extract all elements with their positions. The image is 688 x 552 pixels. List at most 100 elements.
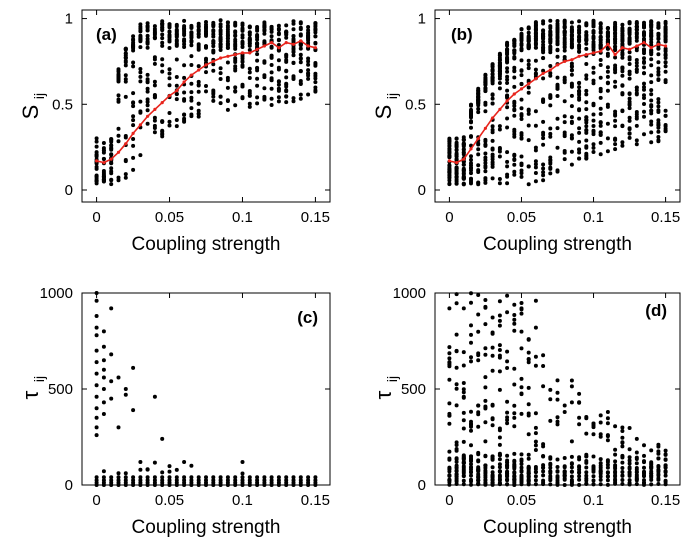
- data-point: [533, 109, 538, 114]
- mean-line-point: [299, 39, 303, 43]
- data-point: [182, 33, 187, 37]
- data-point: [634, 60, 639, 65]
- data-point: [131, 44, 136, 49]
- data-point: [533, 363, 538, 368]
- data-point: [656, 473, 661, 478]
- mean-line-point: [527, 82, 531, 86]
- data-point: [656, 482, 661, 486]
- data-point: [605, 69, 610, 74]
- data-point: [174, 24, 179, 29]
- data-point: [160, 40, 165, 45]
- data-point: [196, 24, 201, 28]
- data-point: [620, 435, 625, 440]
- data-point: [454, 301, 459, 306]
- data-point: [526, 465, 531, 470]
- data-point: [526, 30, 531, 35]
- data-point: [577, 422, 582, 427]
- data-point: [605, 421, 610, 426]
- data-point: [562, 410, 567, 414]
- data-point: [218, 44, 223, 49]
- data-point: [291, 475, 296, 480]
- data-point: [174, 478, 179, 483]
- mean-line-point: [204, 63, 208, 67]
- mean-line-point: [306, 44, 310, 48]
- data-point: [519, 97, 524, 102]
- data-point: [483, 473, 488, 478]
- data-point: [505, 164, 510, 169]
- data-point: [569, 469, 574, 474]
- data-point: [469, 323, 473, 328]
- y-axis-label-subscript: ij: [384, 93, 400, 99]
- data-point: [247, 475, 252, 480]
- data-point: [483, 109, 488, 114]
- data-point: [306, 46, 311, 51]
- data-point: [649, 30, 654, 35]
- data-point: [533, 23, 538, 27]
- data-point: [512, 172, 517, 177]
- data-point: [167, 478, 172, 483]
- mean-line-point: [175, 89, 179, 93]
- data-point: [116, 97, 121, 102]
- data-point: [519, 465, 524, 470]
- data-point: [620, 109, 625, 114]
- data-point: [656, 123, 661, 127]
- x-tick-label: 0.15: [651, 209, 680, 226]
- data-point: [269, 44, 274, 49]
- y-tick-label: 1: [418, 11, 426, 28]
- data-point: [541, 98, 546, 103]
- mean-line-point: [197, 68, 201, 72]
- data-point: [562, 24, 567, 29]
- data-point: [497, 465, 502, 470]
- data-point: [461, 147, 466, 152]
- data-point: [483, 385, 488, 390]
- data-point: [269, 34, 274, 39]
- data-point: [519, 376, 524, 381]
- data-point: [476, 465, 481, 470]
- data-point: [555, 422, 560, 427]
- data-point: [189, 35, 194, 39]
- data-point: [519, 58, 524, 63]
- data-point: [483, 151, 488, 156]
- data-point: [138, 29, 143, 34]
- data-point: [454, 474, 459, 479]
- data-point: [461, 482, 466, 487]
- data-point: [642, 71, 646, 76]
- data-point: [577, 457, 582, 462]
- data-point: [649, 460, 654, 465]
- data-point: [620, 425, 625, 430]
- data-point: [584, 138, 589, 143]
- data-point: [101, 475, 106, 480]
- data-point: [577, 35, 582, 40]
- data-point: [505, 174, 510, 179]
- data-point: [649, 40, 654, 45]
- data-point: [533, 448, 538, 452]
- mean-line-point: [95, 159, 99, 163]
- data-point: [447, 147, 452, 151]
- data-point: [555, 42, 560, 47]
- data-point: [490, 96, 495, 101]
- data-point: [613, 31, 618, 36]
- data-point: [627, 135, 632, 140]
- data-point: [649, 73, 654, 78]
- scatter-points: [94, 18, 318, 187]
- data-point: [313, 80, 318, 85]
- data-point: [526, 43, 531, 47]
- data-point: [461, 181, 466, 186]
- data-point: [160, 69, 165, 74]
- data-point: [476, 91, 481, 96]
- data-point: [505, 42, 510, 47]
- data-point: [298, 56, 303, 61]
- data-point: [490, 423, 495, 428]
- data-point: [469, 102, 473, 107]
- data-point: [569, 478, 574, 482]
- data-point: [642, 453, 646, 458]
- data-point: [291, 50, 296, 54]
- data-point: [109, 161, 114, 165]
- data-point: [569, 68, 574, 73]
- data-point: [490, 454, 495, 459]
- data-point: [284, 31, 289, 36]
- data-point: [490, 417, 495, 422]
- data-point: [94, 139, 99, 144]
- data-point: [533, 179, 538, 184]
- data-point: [211, 41, 216, 46]
